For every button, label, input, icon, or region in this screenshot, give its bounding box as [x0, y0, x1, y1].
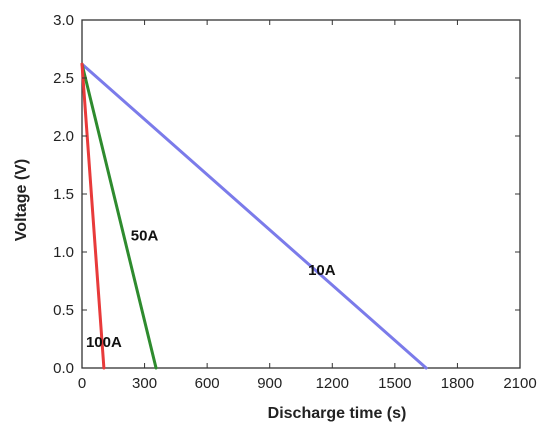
x-tick-label: 2100 [503, 375, 536, 392]
series-label-100a: 100A [86, 334, 122, 351]
y-tick-label: 2.5 [53, 70, 74, 87]
x-tick-label: 600 [195, 375, 220, 392]
series-label-layer: 10A 50A 100A [86, 227, 336, 351]
series-layer [80, 62, 428, 370]
x-tick-label: 1800 [441, 375, 474, 392]
series-line-10a [80, 62, 428, 370]
x-tick-label: 900 [257, 375, 282, 392]
series-line-50a [80, 62, 158, 370]
x-tick-label: 1200 [316, 375, 349, 392]
x-tick-label: 1500 [378, 375, 411, 392]
tick-layer: 0 300 600 900 1200 1500 1800 2100 0.0 0.5 1.0 1.5 2.… [53, 12, 537, 392]
series-line-100a [80, 62, 106, 370]
y-tick-label: 2.0 [53, 128, 74, 145]
x-axis-title: Discharge time (s) [268, 405, 407, 422]
x-tick-label: 300 [132, 375, 157, 392]
plot-border [81, 19, 521, 369]
y-tick-label: 0.5 [53, 302, 74, 319]
y-tick-label: 1.5 [53, 186, 74, 203]
y-tick-label: 0.0 [53, 360, 74, 377]
plot-frame [81, 19, 521, 369]
series-label-10a: 10A [308, 262, 336, 279]
series-label-50a: 50A [131, 227, 159, 244]
y-tick-label: 1.0 [53, 244, 74, 261]
y-axis-title: Voltage (V) [13, 159, 30, 241]
y-tick-label: 3.0 [53, 12, 74, 29]
x-tick-label: 0 [78, 375, 86, 392]
